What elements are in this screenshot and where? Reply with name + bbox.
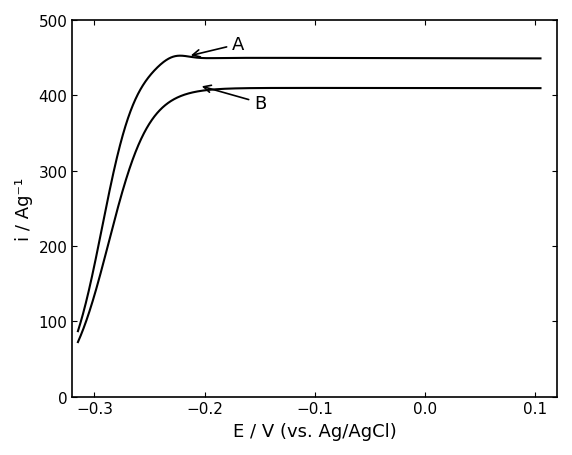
Text: A: A — [193, 36, 244, 58]
Y-axis label: i / Ag⁻¹: i / Ag⁻¹ — [15, 177, 33, 240]
X-axis label: E / V (vs. Ag/AgCl): E / V (vs. Ag/AgCl) — [233, 422, 396, 440]
Text: B: B — [204, 86, 267, 112]
